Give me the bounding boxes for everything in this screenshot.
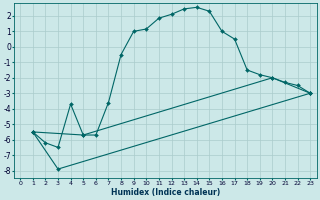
X-axis label: Humidex (Indice chaleur): Humidex (Indice chaleur): [111, 188, 220, 197]
